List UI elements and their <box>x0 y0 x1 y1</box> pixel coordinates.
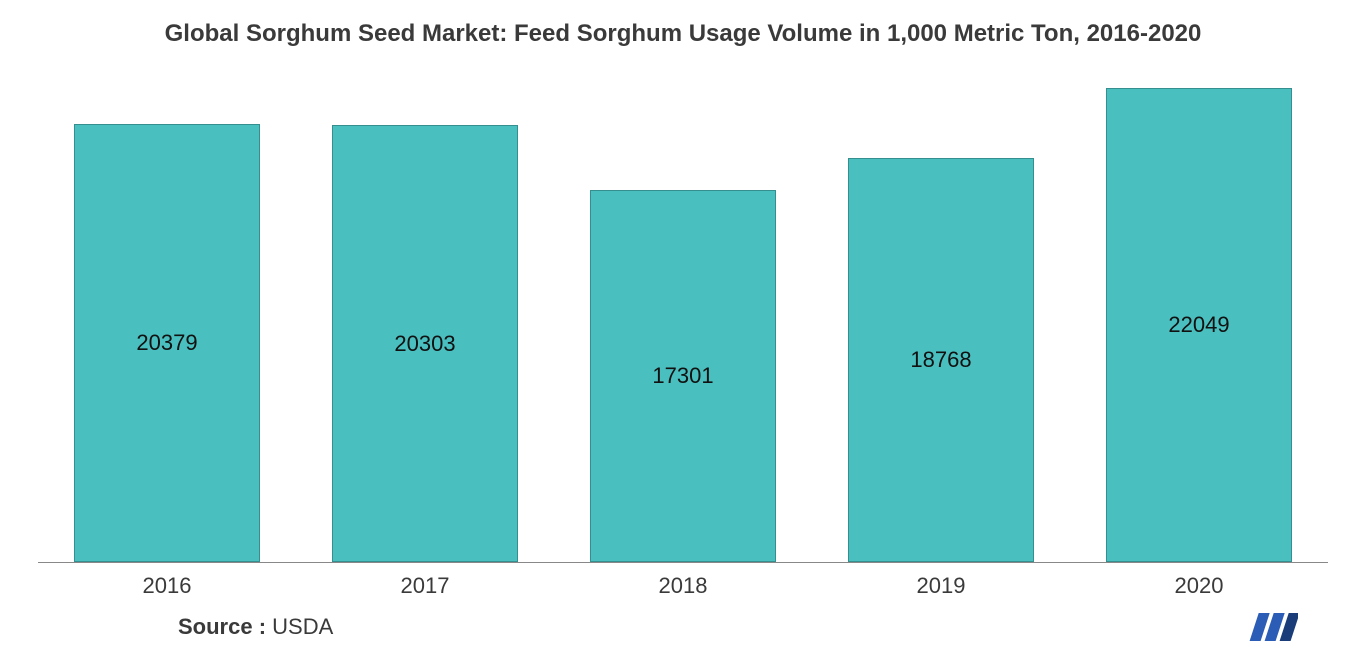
bar-slot: 17301 <box>554 56 812 562</box>
bar: 18768 <box>848 158 1034 562</box>
source-value: USDA <box>272 614 333 639</box>
x-tick-label: 2016 <box>38 573 296 599</box>
chart-footer: Source : USDA <box>28 599 1338 645</box>
bar-value-label: 20379 <box>136 330 197 356</box>
x-tick-label: 2017 <box>296 573 554 599</box>
bar: 20303 <box>332 125 518 562</box>
bar-slot: 18768 <box>812 56 1070 562</box>
x-tick-label: 2018 <box>554 573 812 599</box>
bar: 20379 <box>74 124 260 562</box>
plot-area: 20379 20303 17301 18768 22049 <box>38 56 1328 562</box>
chart-container: Global Sorghum Seed Market: Feed Sorghum… <box>0 0 1366 655</box>
source-citation: Source : USDA <box>178 614 333 640</box>
x-tick-label: 2020 <box>1070 573 1328 599</box>
bar-slot: 20379 <box>38 56 296 562</box>
bar-slot: 22049 <box>1070 56 1328 562</box>
brand-logo-icon <box>1242 609 1298 645</box>
bar-value-label: 17301 <box>652 363 713 389</box>
chart-title: Global Sorghum Seed Market: Feed Sorghum… <box>28 18 1338 56</box>
bar: 22049 <box>1106 88 1292 562</box>
bar-value-label: 22049 <box>1168 312 1229 338</box>
bars-group: 20379 20303 17301 18768 22049 <box>38 56 1328 562</box>
bar-value-label: 20303 <box>394 331 455 357</box>
bar: 17301 <box>590 190 776 562</box>
x-tick-label: 2019 <box>812 573 1070 599</box>
x-axis: 20162017201820192020 <box>38 562 1328 599</box>
bar-value-label: 18768 <box>910 347 971 373</box>
bar-slot: 20303 <box>296 56 554 562</box>
source-label: Source : <box>178 614 266 639</box>
